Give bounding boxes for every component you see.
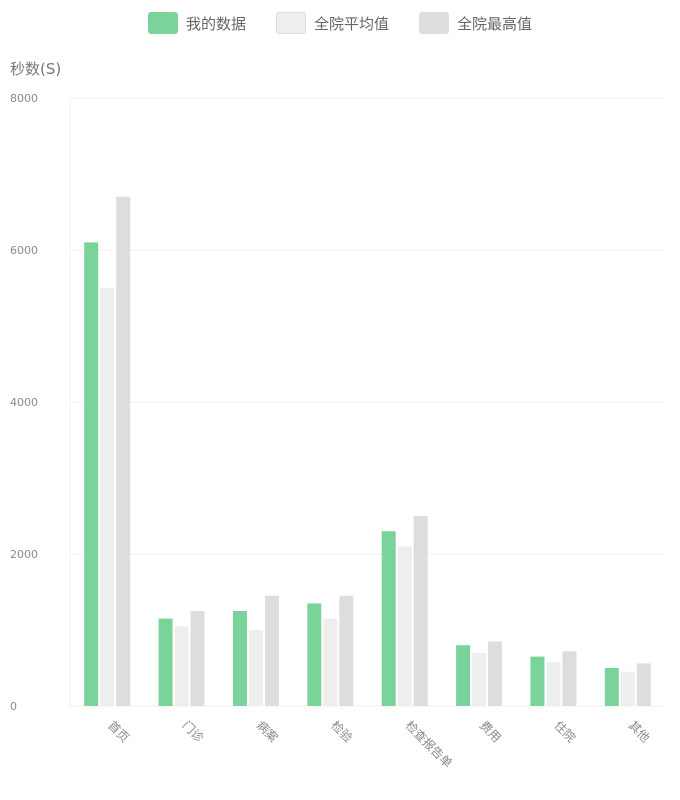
- bar-6-series-0[interactable]: [530, 656, 545, 706]
- legend-swatch-my-data: [147, 12, 178, 34]
- x-tick-label-1: 门诊: [179, 718, 207, 746]
- bar-6-series-1[interactable]: [546, 661, 561, 706]
- legend: 我的数据 全院平均值 全院最高值: [0, 12, 680, 34]
- bar-6-series-2[interactable]: [562, 651, 577, 706]
- bar-0-series-2[interactable]: [116, 196, 131, 707]
- x-tick-label-2: 病案: [254, 718, 282, 746]
- bar-2-series-2[interactable]: [264, 595, 279, 706]
- legend-swatch-hospital-average: [275, 12, 306, 34]
- bar-7-series-0[interactable]: [604, 668, 619, 706]
- bar-5-series-2[interactable]: [488, 641, 503, 706]
- legend-swatch-hospital-max: [419, 12, 449, 34]
- y-tick-label-2000: 2000: [10, 548, 38, 561]
- bar-3-series-0[interactable]: [307, 603, 322, 706]
- y-tick-label-0: 0: [10, 700, 17, 713]
- bar-4-series-0[interactable]: [381, 531, 396, 706]
- bar-5-series-1[interactable]: [472, 652, 487, 706]
- bar-1-series-2[interactable]: [190, 611, 205, 706]
- bar-7-series-1[interactable]: [620, 671, 635, 706]
- bar-1-series-1[interactable]: [174, 626, 189, 706]
- x-tick-label-6: 住院: [551, 718, 578, 745]
- bar-5-series-0[interactable]: [456, 645, 471, 706]
- bar-2-series-0[interactable]: [232, 611, 247, 706]
- legend-item-my-data[interactable]: 我的数据: [147, 12, 246, 34]
- bar-0-series-1[interactable]: [100, 288, 115, 706]
- bar-3-series-2[interactable]: [339, 595, 354, 706]
- x-tick-label-5: 费用: [477, 718, 504, 745]
- x-tick-label-0: 首页: [105, 718, 132, 745]
- bar-7-series-2[interactable]: [636, 663, 651, 706]
- bar-4-series-1[interactable]: [397, 546, 412, 706]
- bar-4-series-2[interactable]: [413, 516, 428, 706]
- legend-item-hospital-average[interactable]: 全院平均值: [275, 12, 389, 34]
- legend-label-hospital-average: 全院平均值: [313, 14, 389, 33]
- bar-3-series-1[interactable]: [323, 618, 338, 706]
- y-tick-label-8000: 8000: [10, 92, 38, 105]
- y-tick-label-4000: 4000: [10, 396, 38, 409]
- legend-label-hospital-max: 全院最高值: [457, 14, 533, 33]
- legend-item-hospital-max[interactable]: 全院最高值: [419, 12, 532, 34]
- x-tick-label-7: 其他: [626, 718, 653, 745]
- y-tick-label-6000: 6000: [10, 244, 38, 257]
- bar-0-series-0[interactable]: [84, 242, 99, 706]
- x-tick-label-4: 检查报告单: [403, 718, 456, 771]
- legend-label-my-data: 我的数据: [185, 14, 246, 33]
- bar-1-series-0[interactable]: [158, 618, 173, 706]
- y-axis-unit-label: 秒数(S): [10, 60, 62, 78]
- x-tick-label-3: 检验: [328, 718, 356, 746]
- bar-2-series-1[interactable]: [248, 630, 263, 706]
